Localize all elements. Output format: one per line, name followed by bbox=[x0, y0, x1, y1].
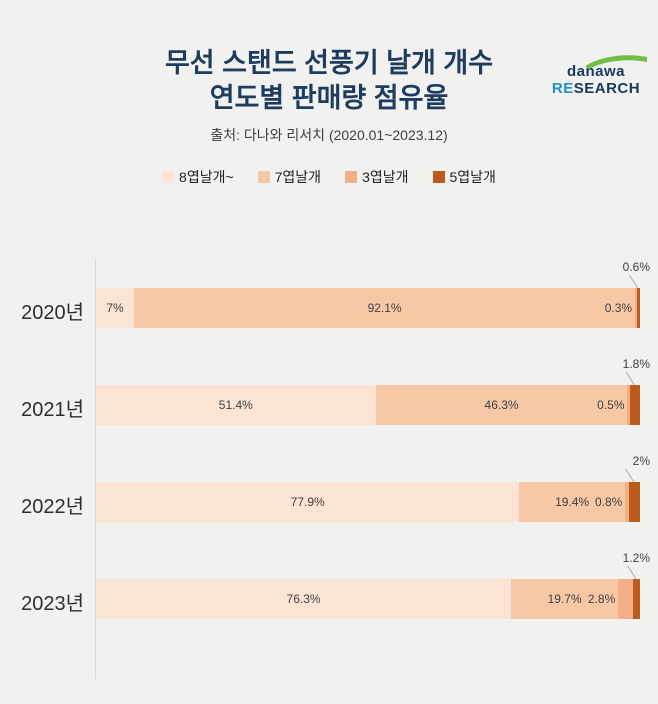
legend-swatch-icon bbox=[432, 171, 445, 184]
chart-title-line1: 무선 스탠드 선풍기 날개 개수 bbox=[164, 48, 494, 78]
bar-segment-2 bbox=[624, 482, 630, 522]
bar-track: 77.9% 19.4% bbox=[96, 482, 640, 522]
leader-value-label: 1.2% bbox=[622, 551, 650, 565]
segment-value-label: 46.3% bbox=[484, 398, 519, 412]
logo-research-suffix: SEARCH bbox=[573, 80, 641, 97]
y-axis-line bbox=[95, 259, 96, 679]
leader-line bbox=[628, 274, 639, 290]
legend-label: 8엽날개~ bbox=[179, 169, 234, 186]
segment-value-label: 76.3% bbox=[286, 592, 321, 606]
bar-segment-1: 46.3% bbox=[375, 385, 628, 425]
legend-item-0: 8엽날개~ bbox=[162, 167, 234, 187]
segment-value-label: 19.4% bbox=[555, 495, 590, 509]
legend-item-1: 7엽날개 bbox=[257, 167, 322, 187]
bar-segment-3 bbox=[636, 288, 640, 328]
legend-label: 3엽날개 bbox=[362, 169, 409, 186]
bar-segment-3 bbox=[633, 579, 640, 619]
bar-segment-0: 76.3% bbox=[96, 579, 512, 619]
logo-brand-text: danawa bbox=[566, 63, 626, 80]
leader-value-label: 1.8% bbox=[622, 357, 650, 371]
chart-legend: 8엽날개~ 7엽날개 3엽날개 5엽날개 bbox=[0, 167, 658, 187]
inline-value-label: 2.8% bbox=[587, 592, 616, 606]
legend-item-3: 5엽날개 bbox=[432, 167, 496, 187]
leader-value-label: 2% bbox=[632, 454, 650, 468]
legend-swatch-icon bbox=[257, 171, 270, 184]
legend-swatch-icon bbox=[345, 171, 358, 184]
legend-label: 7엽날개 bbox=[274, 169, 322, 186]
inline-value-label: 0.3% bbox=[604, 301, 633, 315]
segment-value-label: 92.1% bbox=[367, 301, 402, 315]
bar-segment-0: 77.9% bbox=[96, 482, 520, 522]
segment-value-label: 19.7% bbox=[547, 592, 582, 606]
legend-item-2: 3엽날개 bbox=[345, 167, 409, 187]
chart-title-line2: 연도별 판매량 점유율 bbox=[209, 82, 449, 113]
leader-line bbox=[625, 468, 635, 484]
bar-segment-1: 92.1% bbox=[134, 288, 636, 328]
inline-value-label: 0.8% bbox=[594, 495, 623, 509]
bar-segment-3 bbox=[629, 482, 640, 522]
inline-value-label: 0.5% bbox=[597, 398, 625, 412]
leader-line bbox=[627, 565, 638, 581]
year-label: 2022년 bbox=[21, 496, 84, 518]
year-label: 2020년 bbox=[21, 302, 84, 324]
bar-track: 51.4% 46.3% bbox=[96, 385, 640, 425]
leader-line bbox=[625, 371, 636, 387]
leader-value-label: 0.6% bbox=[622, 260, 650, 274]
bar-segment-0: 51.4% bbox=[96, 385, 376, 425]
bar-segment-0: 7% bbox=[96, 288, 135, 328]
bar-segment-1: 19.7% bbox=[511, 579, 619, 619]
bar-segment-3 bbox=[630, 385, 640, 425]
logo-research-prefix: RE bbox=[551, 80, 574, 97]
chart-source-subtitle: 출처: 다나와 리서치 (2020.01~2023.12) bbox=[210, 127, 448, 144]
chart-title: 무선 스탠드 선풍기 날개 개수 연도별 판매량 점유율 bbox=[0, 46, 658, 115]
logo-research-text: RESEARCH bbox=[546, 81, 646, 96]
segment-value-label: 51.4% bbox=[218, 398, 253, 412]
bar-track: 7% 92.1% bbox=[96, 288, 640, 328]
segment-value-label: 77.9% bbox=[290, 495, 325, 509]
danawa-research-logo: danawa RESEARCH bbox=[546, 55, 647, 96]
year-label: 2021년 bbox=[21, 399, 84, 421]
bar-segment-1: 19.4% bbox=[519, 482, 625, 522]
segment-value-label: 7% bbox=[106, 301, 124, 315]
bar-track: 76.3% 19.7% bbox=[96, 579, 640, 619]
logo-swoosh-icon bbox=[585, 55, 647, 69]
bar-segment-2 bbox=[635, 288, 637, 328]
bar-segment-2 bbox=[627, 385, 631, 425]
legend-swatch-icon bbox=[162, 171, 175, 184]
legend-label: 5엽날개 bbox=[449, 169, 496, 186]
bar-segment-2 bbox=[618, 579, 634, 619]
year-label: 2023년 bbox=[21, 593, 84, 615]
